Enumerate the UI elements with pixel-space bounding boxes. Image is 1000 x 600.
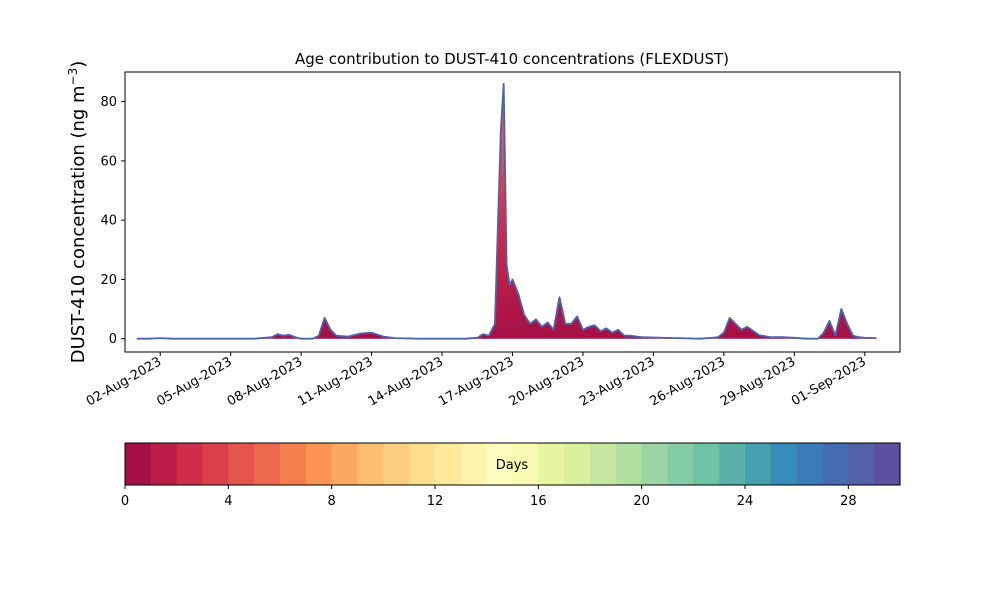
y-axis-label-close: ) (68, 61, 89, 68)
colorbar-swatch (383, 443, 410, 485)
colorbar-swatch (409, 443, 436, 485)
colorbar-swatch (202, 443, 229, 485)
y-axis-label: DUST-410 concentration (ng m−3) (66, 61, 89, 364)
y-axis-ticks: 0 20 40 60 80 (100, 95, 125, 347)
colorbar-label: Days (496, 458, 529, 473)
colorbar-swatch (331, 443, 359, 485)
y-axis-label-main: DUST-410 concentration (ng m (68, 85, 89, 363)
colorbar-tick-label: 24 (737, 494, 754, 509)
x-axis-ticks: 02-Aug-202305-Aug-202308-Aug-202311-Aug-… (84, 352, 869, 410)
colorbar-swatch (150, 443, 178, 485)
colorbar (125, 443, 901, 485)
y-tick-label: 0 (109, 332, 117, 347)
x-tick-label: 17-Aug-2023 (436, 354, 516, 409)
colorbar-ticks: 0 4 8 12 16 20 24 28 (121, 485, 857, 509)
colorbar-tick-label: 20 (633, 494, 650, 509)
y-tick-label: 20 (100, 273, 117, 288)
colorbar-swatch (512, 443, 539, 485)
x-tick-label: 14-Aug-2023 (366, 354, 446, 409)
colorbar-swatch (822, 443, 849, 485)
colorbar-swatch (667, 443, 694, 485)
colorbar-swatch (745, 443, 772, 485)
x-tick-label: 02-Aug-2023 (84, 354, 164, 409)
colorbar-tick-label: 4 (224, 494, 232, 509)
colorbar-swatch (486, 443, 514, 485)
total-concentration-line (136, 83, 877, 340)
x-tick-label: 01-Sep-2023 (789, 354, 869, 409)
colorbar-swatch (615, 443, 643, 485)
colorbar-swatch (254, 443, 281, 485)
colorbar-swatch (564, 443, 591, 485)
colorbar-swatch (796, 443, 824, 485)
x-tick-label: 26-Aug-2023 (648, 354, 728, 409)
colorbar-swatch (460, 443, 488, 485)
colorbar-tick-label: 12 (427, 494, 444, 509)
colorbar-tick-label: 0 (121, 494, 129, 509)
colorbar-swatch (719, 443, 746, 485)
colorbar-tick-label: 16 (530, 494, 547, 509)
colorbar-swatch (641, 443, 669, 485)
colorbar-frame (124, 442, 901, 486)
x-tick-label: 20-Aug-2023 (507, 354, 587, 409)
x-tick-label: 05-Aug-2023 (154, 354, 234, 409)
colorbar-swatch (176, 443, 204, 485)
colorbar-swatch (435, 443, 462, 485)
colorbar-swatch (848, 443, 875, 485)
colorbar-swatch (538, 443, 565, 485)
chart-title: Age contribution to DUST-410 concentrati… (295, 50, 729, 68)
colorbar-swatch (280, 443, 307, 485)
y-tick-label: 60 (100, 154, 117, 169)
y-tick-label: 80 (100, 95, 117, 110)
colorbar-tick-label: 28 (840, 494, 857, 509)
x-tick-label: 11-Aug-2023 (295, 354, 375, 409)
y-axis-label-exponent: −3 (66, 68, 80, 86)
colorbar-swatch (874, 443, 901, 485)
colorbar-tick-label: 8 (328, 494, 336, 509)
x-tick-label: 29-Aug-2023 (718, 354, 798, 409)
colorbar-swatch (228, 443, 255, 485)
colorbar-swatch (590, 443, 617, 485)
colorbar-swatch (357, 443, 384, 485)
x-tick-label: 08-Aug-2023 (225, 354, 305, 409)
colorbar-swatch (770, 443, 798, 485)
colorbar-swatch (125, 443, 152, 485)
age-contribution-area (136, 83, 877, 339)
colorbar-swatch (305, 443, 333, 485)
x-tick-label: 23-Aug-2023 (577, 354, 657, 409)
y-tick-label: 40 (100, 214, 117, 229)
colorbar-swatch (693, 443, 720, 485)
